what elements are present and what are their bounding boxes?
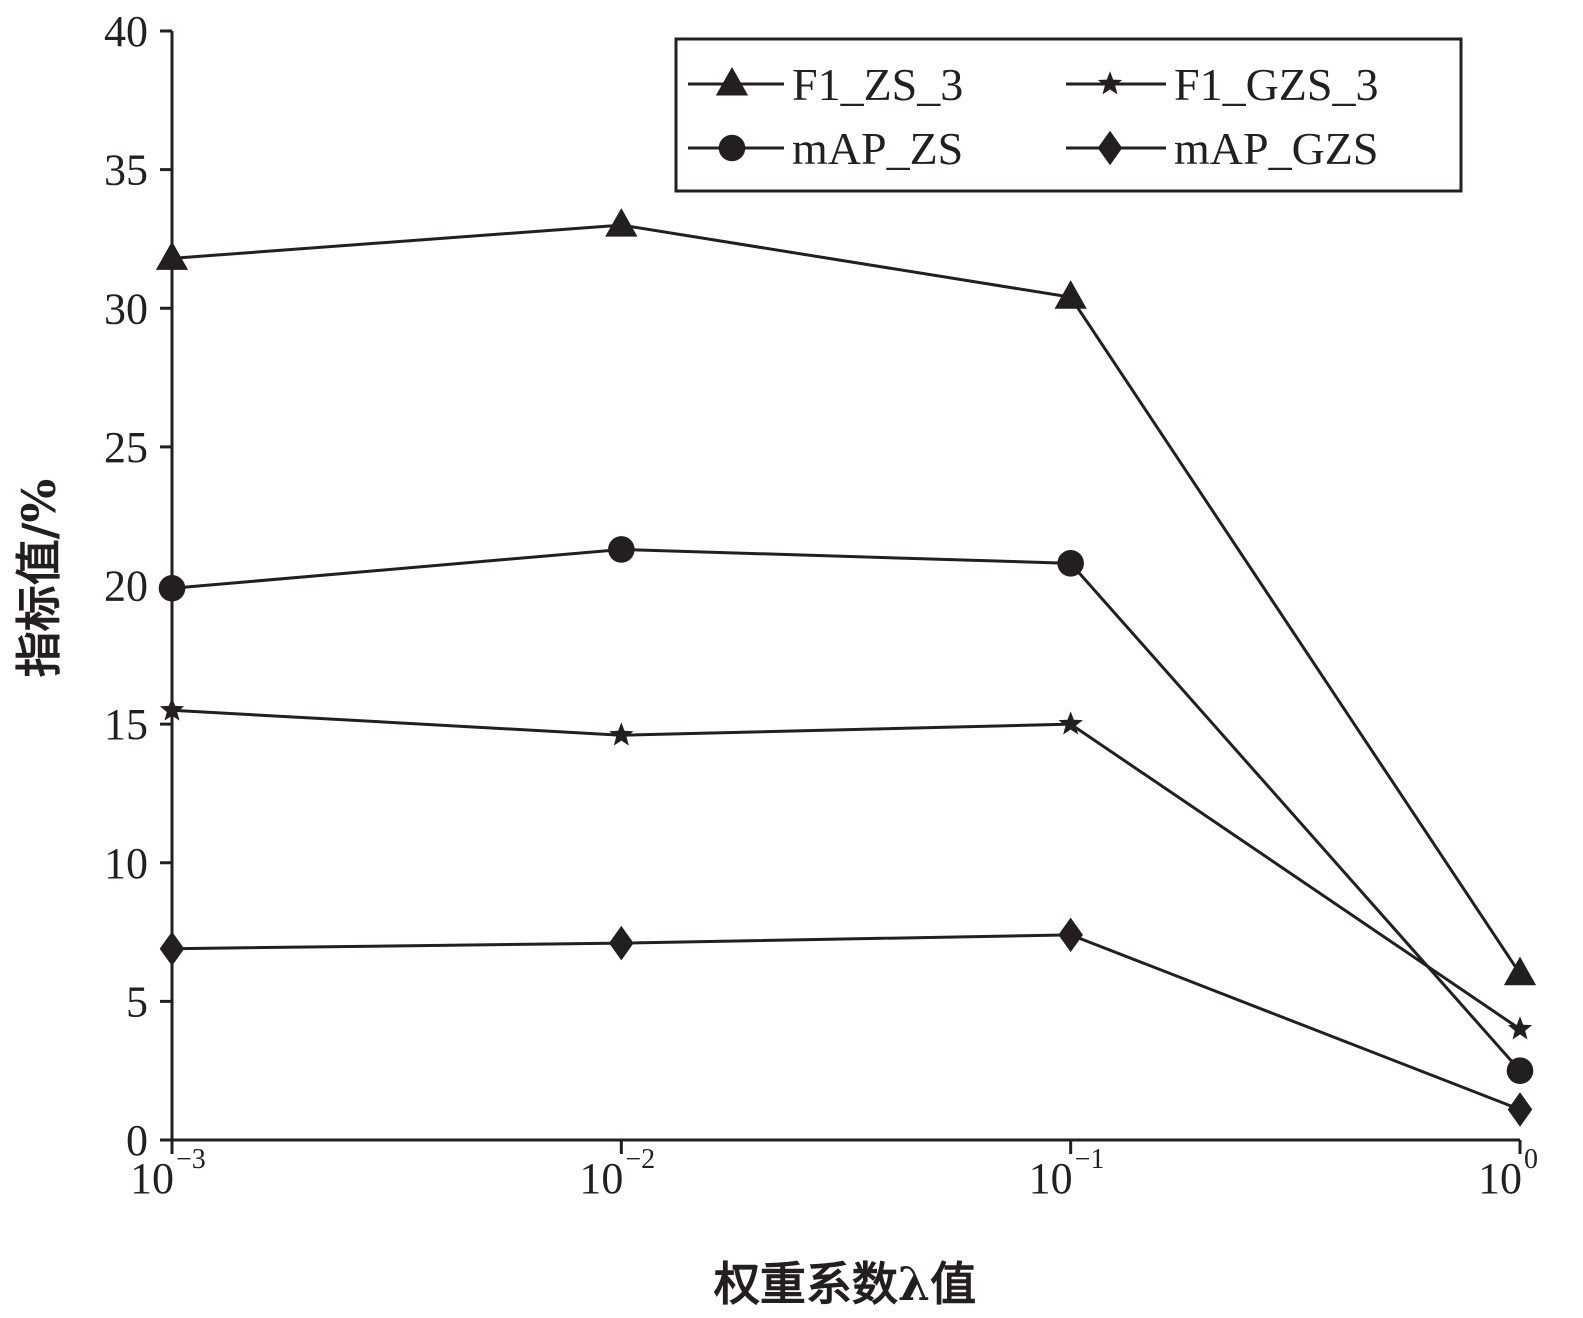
legend-label: mAP_ZS bbox=[792, 123, 963, 174]
data-point-f1-gzs-3 bbox=[1058, 711, 1083, 735]
data-point-f1-gzs-3 bbox=[159, 697, 185, 721]
data-point-f1-gzs-3 bbox=[1507, 1016, 1533, 1040]
series-line-map-zs bbox=[171, 547, 1522, 1072]
x-tick-exponent: 0 bbox=[1524, 1144, 1538, 1175]
legend-label: F1_ZS_3 bbox=[792, 59, 963, 110]
x-tick-label: 10 0 bbox=[1478, 1144, 1538, 1203]
data-point-map-gzs bbox=[1058, 917, 1083, 953]
series-line-f1-gzs-3 bbox=[171, 708, 1521, 1031]
x-tick-exponent: −1 bbox=[1075, 1144, 1105, 1175]
data-point-f1-zs-3 bbox=[1054, 280, 1087, 309]
data-point-f1-zs-3 bbox=[605, 208, 638, 237]
y-tick-label: 5 bbox=[126, 977, 148, 1026]
legend-item-map-zs: mAP_ZS bbox=[688, 123, 963, 174]
series-f1-gzs-3 bbox=[159, 697, 1533, 1040]
data-point-f1-gzs-3 bbox=[609, 722, 634, 746]
series-f1-zs-3 bbox=[155, 208, 1537, 986]
legend-marker bbox=[1097, 71, 1123, 95]
x-tick-label: 10 −2 bbox=[579, 1144, 655, 1203]
legend-label: mAP_GZS bbox=[1174, 123, 1378, 174]
legend-item-map-gzs: mAP_GZS bbox=[1066, 123, 1378, 174]
y-axis-label: 指标值/% bbox=[12, 479, 66, 678]
series-map-gzs bbox=[159, 917, 1533, 1127]
data-point-map-zs bbox=[1506, 1057, 1534, 1084]
series-layer bbox=[155, 208, 1537, 1127]
legend-marker bbox=[718, 134, 746, 162]
data-point-f1-zs-3 bbox=[1503, 956, 1537, 986]
y-tick-label: 35 bbox=[104, 146, 148, 195]
y-tick-label: 0 bbox=[126, 1116, 148, 1165]
data-point-f1-zs-3 bbox=[155, 241, 189, 270]
y-tick-label: 15 bbox=[104, 700, 148, 749]
y-tick-label: 25 bbox=[104, 423, 148, 472]
data-point-map-zs bbox=[608, 536, 635, 563]
legend-box bbox=[674, 37, 1463, 193]
data-point-map-zs bbox=[158, 574, 186, 602]
x-axis-label: 权重系数λ值 bbox=[713, 1257, 976, 1311]
series-line-map-gzs bbox=[171, 933, 1521, 1111]
x-tick-base: 10 bbox=[579, 1154, 623, 1203]
series-map-zs bbox=[158, 536, 1534, 1084]
x-tick-base: 10 bbox=[130, 1154, 174, 1203]
legend: F1_ZS_3 F1_GZS_3 mAP_ZS mAP_GZS bbox=[674, 37, 1463, 193]
legend-item-f1-gzs-3: F1_GZS_3 bbox=[1066, 59, 1378, 110]
legend-label: F1_GZS_3 bbox=[1174, 59, 1378, 110]
y-tick-label: 40 bbox=[104, 7, 148, 56]
data-point-map-gzs bbox=[159, 931, 185, 966]
legend-marker bbox=[715, 67, 749, 96]
x-tick-exponent: −2 bbox=[625, 1144, 655, 1175]
legend-marker bbox=[1097, 130, 1123, 166]
y-tick-label: 20 bbox=[104, 562, 148, 611]
y-tick-label: 10 bbox=[104, 839, 148, 888]
legend-item-f1-zs-3: F1_ZS_3 bbox=[688, 59, 963, 110]
series-line-f1-zs-3 bbox=[171, 223, 1522, 975]
x-tick-exponent: −3 bbox=[176, 1144, 206, 1175]
data-point-map-zs bbox=[1057, 550, 1084, 577]
y-tick-label: 30 bbox=[104, 284, 148, 333]
x-tick-label: 10 −3 bbox=[130, 1144, 206, 1203]
x-tick-label: 10 −1 bbox=[1029, 1144, 1105, 1203]
x-tick-base: 10 bbox=[1478, 1154, 1522, 1203]
data-point-map-gzs bbox=[1507, 1092, 1533, 1127]
data-point-map-gzs bbox=[609, 925, 634, 961]
x-tick-base: 10 bbox=[1029, 1154, 1073, 1203]
